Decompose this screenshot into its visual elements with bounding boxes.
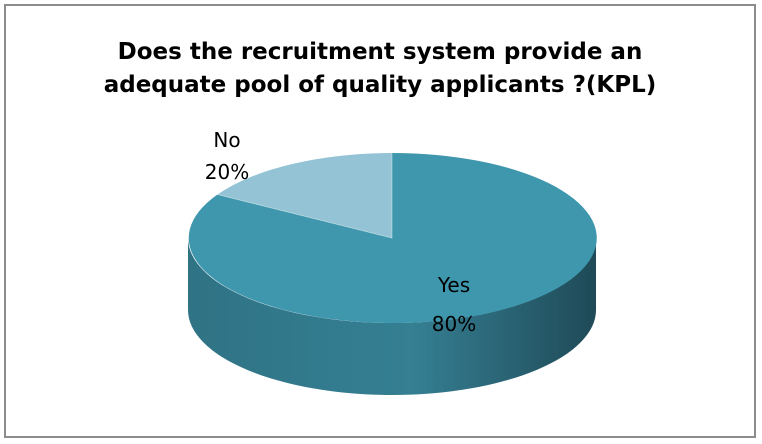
pie-slice-yes	[188, 152, 597, 323]
slice-label-yes-percent: 80%	[432, 312, 476, 336]
chart-title: Does the recruitment system provide an a…	[6, 36, 754, 102]
slice-label-no-percent: 20%	[205, 160, 249, 184]
chart-title-line-1: Does the recruitment system provide an	[117, 39, 643, 65]
pie-slice-divider	[217, 153, 393, 239]
slice-label-no-category: No	[213, 128, 240, 152]
slice-label-yes-category: Yes	[437, 273, 470, 297]
chart-title-line-2: adequate pool of quality applicants ?(KP…	[103, 72, 657, 98]
pie-slice-no	[217, 153, 392, 238]
pie-side-wall	[188, 238, 596, 395]
